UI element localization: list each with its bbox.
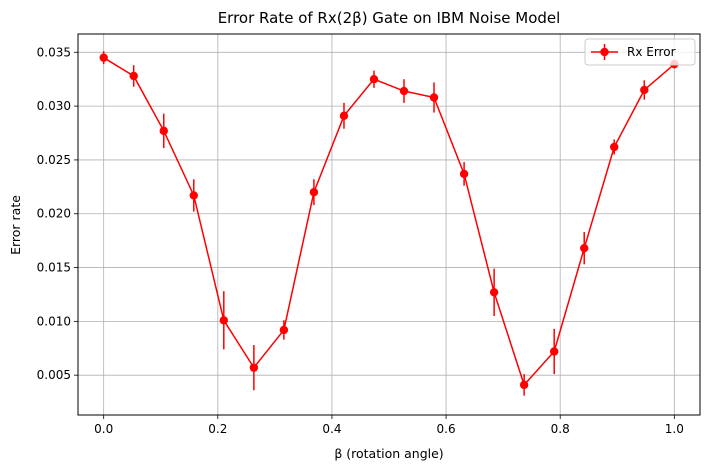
data-point: [459, 169, 469, 179]
data-point: [279, 325, 289, 335]
y-tick-label: 0.030: [37, 99, 71, 113]
chart-title: Error Rate of Rx(2β) Gate on IBM Noise M…: [218, 9, 561, 27]
x-tick-label: 0.6: [437, 422, 456, 436]
data-point: [189, 191, 198, 200]
data-point: [610, 142, 619, 152]
y-tick-label: 0.025: [37, 153, 71, 167]
data-point: [519, 380, 529, 390]
data-point: [489, 288, 499, 297]
x-tick-label: 0.8: [551, 422, 570, 436]
data-point: [219, 316, 228, 325]
legend-label-rx-error: Rx Error: [627, 45, 676, 59]
legend-marker-rx-error: [600, 47, 609, 57]
x-axis-label: β (rotation angle): [334, 446, 443, 461]
data-point: [339, 111, 349, 120]
plot-frame: [77, 33, 701, 416]
x-tick-label: 0.4: [322, 422, 341, 436]
y-axis-label: Error rate: [8, 195, 23, 255]
data-point: [580, 243, 589, 253]
data-point: [429, 93, 439, 102]
data-point: [129, 71, 138, 81]
x-axis-ticks: 0.0 0.2 0.4 0.6 0.8 1.0: [94, 415, 684, 436]
x-tick-label: 1.0: [665, 422, 684, 436]
data-point: [640, 85, 649, 95]
y-tick-label: 0.035: [37, 45, 71, 59]
data-points: [99, 53, 679, 390]
data-point: [249, 363, 259, 372]
data-point: [309, 188, 319, 197]
data-point: [399, 86, 409, 96]
legend-box: [584, 38, 696, 66]
y-tick-label: 0.015: [37, 261, 71, 275]
data-point: [159, 126, 168, 136]
data-point: [369, 75, 379, 84]
y-axis-ticks: 0.005 0.010 0.015 0.020 0.025 0.030 0.035: [37, 45, 78, 382]
y-tick-label: 0.020: [37, 207, 71, 221]
x-tick-label: 0.0: [94, 422, 113, 436]
series-line-rx-error: [103, 57, 675, 387]
series-lines: [103, 57, 675, 387]
data-point: [99, 53, 108, 62]
y-tick-label: 0.010: [37, 314, 71, 328]
y-tick-label: 0.005: [37, 368, 71, 382]
x-tick-label: 0.2: [208, 422, 227, 436]
legend: Rx Error: [584, 38, 696, 66]
grid-lines: [78, 34, 700, 415]
error-bars: [102, 51, 676, 396]
data-point: [550, 347, 559, 356]
